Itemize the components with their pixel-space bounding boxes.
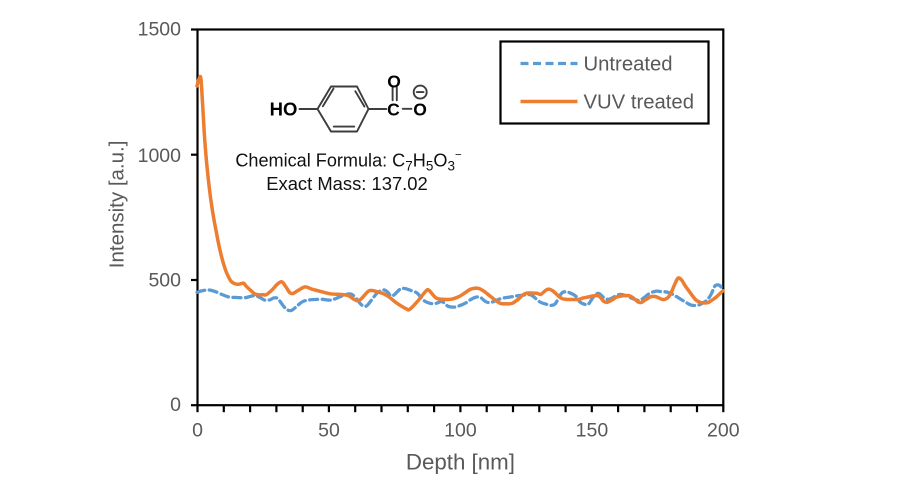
svg-text:VUV treated: VUV treated bbox=[584, 92, 694, 114]
svg-text:Untreated: Untreated bbox=[584, 54, 673, 76]
svg-text:Exact Mass: 137.02: Exact Mass: 137.02 bbox=[266, 173, 428, 194]
svg-text:1500: 1500 bbox=[138, 19, 182, 41]
svg-text:50: 50 bbox=[318, 420, 340, 442]
svg-text:200: 200 bbox=[707, 420, 740, 442]
svg-text:150: 150 bbox=[576, 420, 609, 442]
svg-text:HO: HO bbox=[270, 99, 298, 120]
svg-text:O: O bbox=[387, 72, 401, 92]
svg-text:500: 500 bbox=[148, 270, 181, 292]
svg-text:0: 0 bbox=[192, 420, 203, 442]
svg-text:O: O bbox=[413, 100, 427, 120]
svg-text:C: C bbox=[387, 100, 400, 120]
svg-text:Chemical Formula: C7H5O3−: Chemical Formula: C7H5O3− bbox=[235, 149, 462, 173]
svg-text:Depth [nm]: Depth [nm] bbox=[406, 449, 515, 474]
svg-text:0: 0 bbox=[170, 394, 181, 416]
svg-text:100: 100 bbox=[444, 420, 477, 442]
svg-text:Intensity [a.u.]: Intensity [a.u.] bbox=[105, 141, 128, 269]
svg-text:1000: 1000 bbox=[138, 145, 182, 167]
